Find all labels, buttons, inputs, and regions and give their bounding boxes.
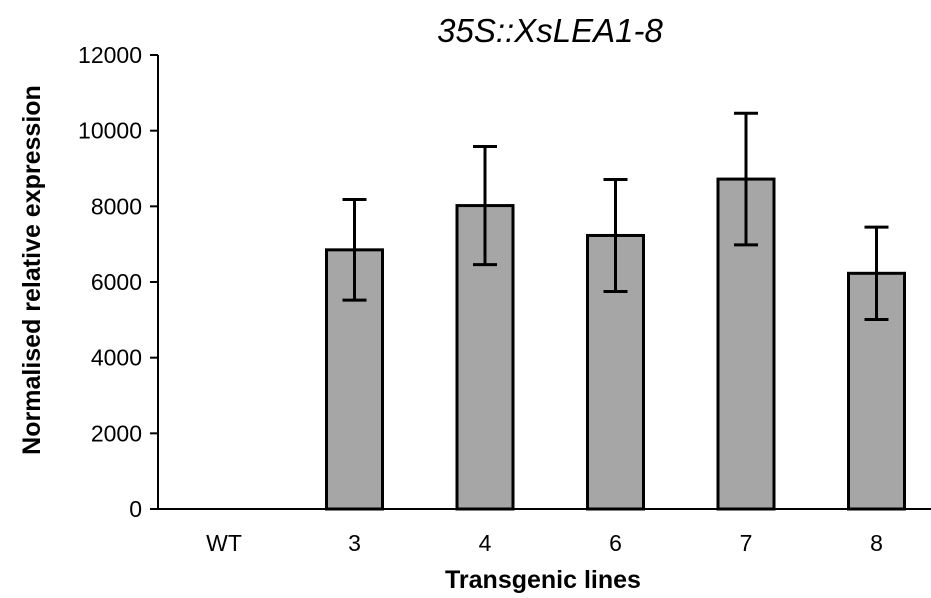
x-tick-label: WT xyxy=(206,530,242,556)
y-tick-label: 8000 xyxy=(91,193,142,219)
y-tick-label: 6000 xyxy=(91,269,142,295)
chart-title: 35S::XsLEA1-8 xyxy=(437,12,663,49)
x-tick-label: 6 xyxy=(609,530,622,556)
x-axis-title: Transgenic lines xyxy=(445,566,641,594)
y-tick-label: 4000 xyxy=(91,345,142,371)
y-tick-label: 10000 xyxy=(78,118,142,144)
y-tick-label: 0 xyxy=(129,496,142,522)
x-tick-label: 7 xyxy=(740,530,753,556)
x-tick-label: 8 xyxy=(870,530,883,556)
x-tick-label: 3 xyxy=(348,530,361,556)
y-axis-title: Normalised relative expression xyxy=(18,85,46,455)
y-tick-label: 2000 xyxy=(91,420,142,446)
x-tick-label: 4 xyxy=(479,530,492,556)
y-tick-label: 12000 xyxy=(78,42,142,68)
